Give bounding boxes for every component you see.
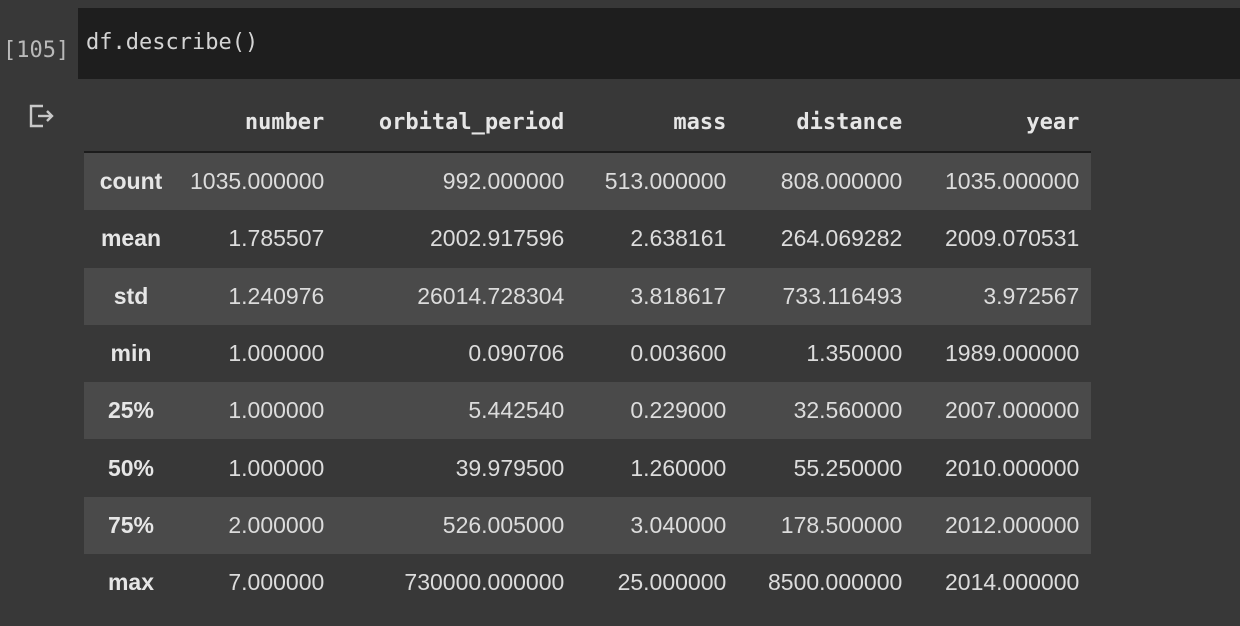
table-row: 75% 2.000000 526.005000 3.040000 178.500000 2… <box>84 496 1092 555</box>
cell-number: 1035.000000 <box>190 168 325 195</box>
table-row: 25% 1.000000 5.442540 0.229000 32.560000 2007… <box>84 382 1092 440</box>
cell-mass: 513.000000 <box>604 168 727 195</box>
cell-distance: 733.116493 <box>782 282 903 309</box>
cell-number: 2.000000 <box>228 511 325 538</box>
table-row: max 7.000000 730000.000000 25.000000 8500.00… <box>84 554 1092 612</box>
cell-year: 1989.000000 <box>945 340 1080 367</box>
code-text[interactable]: df.describe() <box>86 30 259 55</box>
column-header-orbital-period: orbital_period <box>336 94 577 153</box>
describe-output-table: number orbital_period mass distance year… <box>84 94 1092 612</box>
row-label: max <box>107 569 155 596</box>
cell-mass: 0.229000 <box>630 397 727 424</box>
header-row: number orbital_period mass distance year <box>84 94 1092 153</box>
code-cell[interactable]: [105] df.describe() <box>0 8 1240 79</box>
column-header-distance: distance <box>738 94 915 153</box>
cell-distance: 1.350000 <box>806 340 903 367</box>
cell-orbital-period: 526.005000 <box>442 511 565 538</box>
cell-distance: 808.000000 <box>780 168 903 195</box>
cell-year: 2014.000000 <box>945 569 1080 596</box>
cell-distance: 8500.000000 <box>768 569 903 596</box>
row-label: 25% <box>107 397 155 424</box>
output-redirect-icon <box>29 104 54 128</box>
cell-year: 1035.000000 <box>945 168 1080 195</box>
column-header-mass: mass <box>576 94 739 153</box>
cell-orbital-period: 26014.728304 <box>417 282 565 309</box>
index-header <box>84 94 178 153</box>
cell-year: 2007.000000 <box>945 397 1080 424</box>
cell-mass: 1.260000 <box>630 454 727 481</box>
table-row: 50% 1.000000 39.979500 1.260000 55.250000 201… <box>84 439 1092 497</box>
cell-orbital-period: 39.979500 <box>455 454 565 481</box>
cell-mass: 2.638161 <box>630 225 727 252</box>
column-header-year: year <box>914 94 1092 153</box>
row-label: count <box>99 168 163 195</box>
cell-orbital-period: 730000.000000 <box>404 569 565 596</box>
cell-distance: 264.069282 <box>780 225 903 252</box>
cell-orbital-period: 992.000000 <box>442 168 565 195</box>
table-row: count 1035.000000 992.000000 513.000000 808.… <box>84 152 1092 211</box>
row-label: 75% <box>107 511 155 538</box>
row-label: std <box>113 282 149 309</box>
column-header-number: number <box>178 94 337 153</box>
cell-mass: 3.040000 <box>630 511 727 538</box>
cell-number: 1.000000 <box>228 454 325 481</box>
code-editor[interactable]: df.describe() <box>78 8 1240 79</box>
row-label: min <box>110 340 152 367</box>
cell-distance: 178.500000 <box>780 511 903 538</box>
cell-year: 2010.000000 <box>945 454 1080 481</box>
table-row: min 1.000000 0.090706 0.003600 1.350000 1989.… <box>84 324 1092 383</box>
cell-year: 3.972567 <box>983 282 1080 309</box>
cell-number: 1.000000 <box>228 397 325 424</box>
execution-count: [105] <box>3 38 70 63</box>
table-row: std 1.240976 26014.728304 3.818617 733.11649… <box>84 267 1092 325</box>
cell-orbital-period: 0.090706 <box>468 340 565 367</box>
table-row: mean 1.785507 2002.917596 2.638161 264.06928… <box>84 210 1092 268</box>
row-label: 50% <box>107 454 155 481</box>
cell-distance: 55.250000 <box>793 454 903 481</box>
cell-year: 2012.000000 <box>945 511 1080 538</box>
cell-mass: 3.818617 <box>630 282 727 309</box>
row-label: mean <box>100 225 162 252</box>
cell-number: 1.785507 <box>228 225 325 252</box>
cell-year: 2009.070531 <box>945 225 1080 252</box>
cell-number: 7.000000 <box>228 569 325 596</box>
cell-mass: 0.003600 <box>630 340 727 367</box>
cell-orbital-period: 2002.917596 <box>430 225 565 252</box>
cell-orbital-period: 5.442540 <box>468 397 565 424</box>
cell-distance: 32.560000 <box>793 397 903 424</box>
cell-mass: 25.000000 <box>617 569 727 596</box>
cell-number: 1.240976 <box>228 282 325 309</box>
cell-number: 1.000000 <box>228 340 325 367</box>
